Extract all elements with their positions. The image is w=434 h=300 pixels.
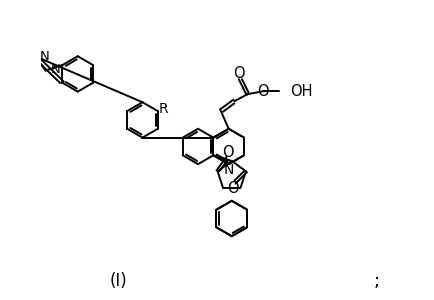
Text: N: N — [223, 163, 233, 177]
Text: O: O — [227, 181, 238, 196]
Text: ;: ; — [373, 272, 379, 290]
Text: O: O — [257, 84, 269, 99]
Text: OH: OH — [289, 84, 312, 99]
Text: O: O — [232, 66, 244, 81]
Text: (I): (I) — [109, 272, 127, 290]
Text: R: R — [158, 102, 168, 116]
Text: N: N — [40, 50, 50, 63]
Text: N: N — [50, 63, 60, 76]
Text: O: O — [222, 145, 233, 160]
